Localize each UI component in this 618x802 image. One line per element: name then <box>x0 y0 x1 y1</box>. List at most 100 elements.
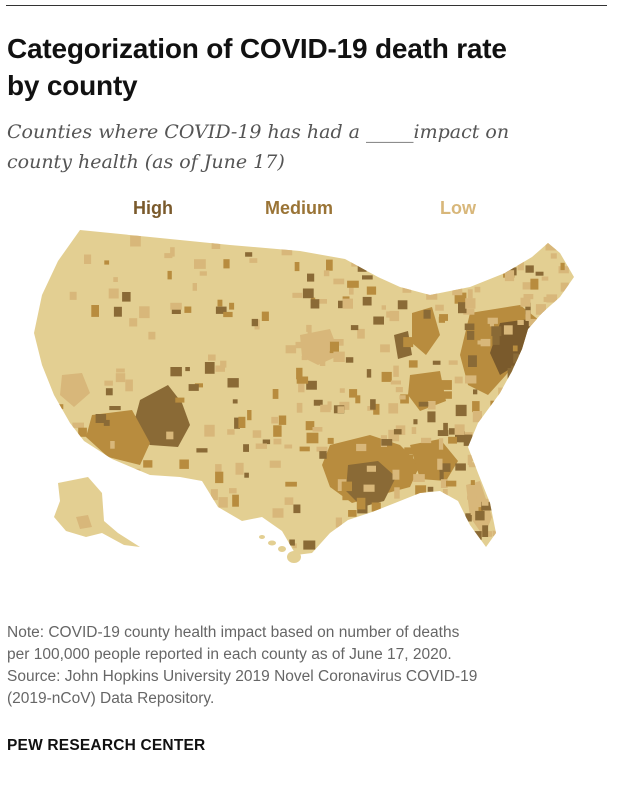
county-patch <box>522 282 535 290</box>
county-patch <box>544 235 550 243</box>
county-patch <box>444 520 449 533</box>
county-patch <box>301 356 308 361</box>
county-patch <box>536 528 545 539</box>
county-patch <box>298 381 305 393</box>
county-patch <box>553 531 558 536</box>
county-patch <box>319 360 326 366</box>
county-patch <box>558 483 568 492</box>
county-patch <box>525 310 531 321</box>
county-patch <box>454 376 463 384</box>
county-patch <box>455 463 466 471</box>
county-patch <box>413 474 425 482</box>
county-patch <box>285 481 297 487</box>
county-patch <box>405 510 411 516</box>
county-patch <box>337 406 345 413</box>
county-patch <box>41 520 48 527</box>
county-patch <box>538 528 546 538</box>
county-patch <box>528 318 539 327</box>
county-patch <box>412 260 424 267</box>
county-patch <box>520 246 532 258</box>
county-patch <box>388 403 399 414</box>
county-patch <box>534 461 539 470</box>
county-patch <box>434 506 440 511</box>
county-patch <box>105 388 113 396</box>
county-patch <box>380 246 390 254</box>
county-patch <box>170 302 182 310</box>
county-patch <box>495 265 507 274</box>
county-patch <box>427 401 436 410</box>
county-patch <box>312 427 323 432</box>
county-patch <box>371 502 381 512</box>
county-patch <box>294 262 300 272</box>
county-patch <box>72 422 84 429</box>
county-patch <box>426 289 438 300</box>
county-patch <box>43 423 53 435</box>
county-patch <box>223 259 230 269</box>
county-patch <box>475 258 482 270</box>
county-patch <box>434 506 440 514</box>
county-patch <box>441 245 450 252</box>
county-patch <box>108 288 119 299</box>
county-patch <box>381 371 392 382</box>
county-patch <box>483 251 488 259</box>
county-patch <box>217 299 223 307</box>
county-patch <box>478 507 483 514</box>
county-patch <box>204 424 215 437</box>
county-patch <box>566 370 574 383</box>
county-patch <box>481 501 493 511</box>
county-patch <box>502 491 507 498</box>
county-patch <box>188 384 199 391</box>
county-patch <box>506 453 513 464</box>
county-patch <box>498 387 510 398</box>
county-patch <box>492 333 500 345</box>
county-patch <box>564 382 571 391</box>
county-patch <box>440 479 448 488</box>
county-patch <box>347 280 359 288</box>
county-patch <box>560 282 569 292</box>
county-patch <box>470 480 475 485</box>
county-patch <box>179 459 189 469</box>
county-patch <box>411 427 417 434</box>
note-line-3: Source: John Hopkins University 2019 Nov… <box>7 668 478 685</box>
county-patch <box>515 450 527 456</box>
county-patch <box>465 375 477 384</box>
county-patch <box>299 446 310 452</box>
region-california-low <box>60 373 90 407</box>
county-patch <box>293 504 301 514</box>
county-patch <box>550 253 557 259</box>
county-patch <box>125 379 133 392</box>
county-patch <box>550 504 563 511</box>
county-patch <box>227 429 235 435</box>
county-patch <box>481 498 489 506</box>
county-patch <box>320 404 331 413</box>
county-patch <box>384 268 390 274</box>
county-patch <box>519 512 525 519</box>
county-patch <box>552 535 557 547</box>
county-patch <box>357 328 365 339</box>
county-patch <box>467 495 477 500</box>
county-patch <box>323 270 330 277</box>
county-patch <box>243 444 249 452</box>
county-patch <box>402 283 412 293</box>
county-patch <box>340 238 349 247</box>
county-patch <box>525 437 537 444</box>
county-patch <box>435 304 444 311</box>
county-patch <box>361 516 370 527</box>
county-patch <box>436 524 447 536</box>
county-patch <box>104 380 113 386</box>
county-patch <box>535 271 544 276</box>
county-patch <box>399 395 406 400</box>
county-patch <box>184 306 192 313</box>
county-patch <box>218 497 228 508</box>
county-patch <box>458 430 465 443</box>
chart-subtitle: Counties where COVID-19 has had a _____i… <box>7 117 607 177</box>
county-patch <box>306 380 317 390</box>
county-patch <box>102 495 108 502</box>
county-patch <box>305 421 315 431</box>
county-patch <box>503 325 513 335</box>
county-patch <box>255 443 267 449</box>
county-patch <box>76 542 83 552</box>
county-patch <box>326 259 333 271</box>
county-patch <box>327 437 334 444</box>
county-patch <box>215 513 226 520</box>
